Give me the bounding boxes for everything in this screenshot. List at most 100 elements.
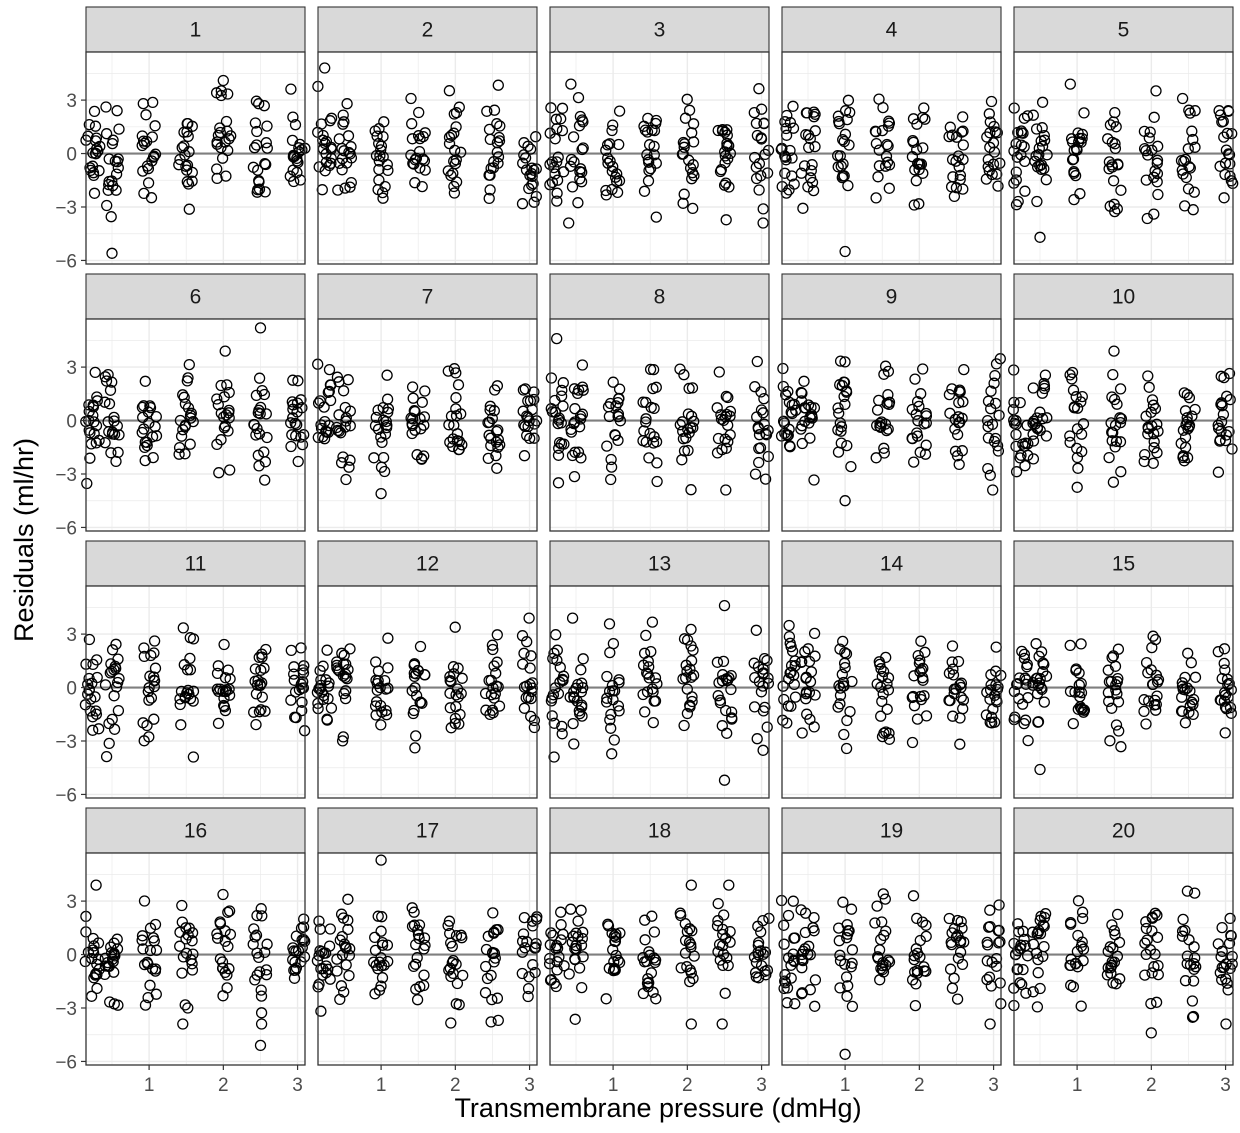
data-point <box>90 135 102 147</box>
data-point <box>839 398 851 411</box>
data-point <box>1110 684 1122 696</box>
data-point <box>643 661 655 673</box>
data-point <box>1141 934 1153 946</box>
data-point <box>1138 143 1151 155</box>
data-point <box>759 148 771 161</box>
data-point <box>344 181 356 193</box>
data-point <box>379 180 391 193</box>
data-point <box>254 966 266 978</box>
data-point <box>292 945 305 957</box>
data-point <box>450 176 463 188</box>
data-point <box>108 998 120 1010</box>
data-point <box>950 182 963 194</box>
data-point <box>800 693 812 705</box>
data-point <box>610 949 622 962</box>
data-point <box>687 202 699 215</box>
data-point <box>601 670 613 683</box>
data-point <box>87 711 99 723</box>
data-point <box>984 1018 996 1030</box>
data-point <box>218 422 231 434</box>
data-point <box>222 144 234 157</box>
data-point <box>875 681 887 693</box>
data-point <box>1106 161 1119 173</box>
data-point <box>1103 676 1116 688</box>
data-point <box>913 657 926 669</box>
data-point <box>339 671 352 684</box>
data-point <box>674 363 686 375</box>
data-point <box>295 642 307 654</box>
data-point <box>1147 399 1160 411</box>
panel-strip-label: 12 <box>416 553 439 576</box>
data-point <box>950 131 963 143</box>
data-point <box>139 441 151 454</box>
data-point <box>452 379 465 391</box>
panel-strip-label: 6 <box>190 286 202 309</box>
data-point <box>443 419 455 431</box>
data-point <box>375 925 387 937</box>
panel-strip <box>85 6 306 53</box>
data-point <box>290 930 303 942</box>
data-point <box>1145 406 1157 418</box>
data-point <box>1144 126 1156 138</box>
data-point <box>1068 193 1080 206</box>
data-point <box>612 700 625 712</box>
data-point <box>211 683 224 695</box>
data-point <box>805 666 818 678</box>
data-point <box>575 664 587 676</box>
data-point <box>778 693 790 706</box>
data-point <box>319 415 331 428</box>
data-point <box>450 392 462 404</box>
data-point <box>641 977 654 989</box>
data-point <box>1038 696 1050 708</box>
data-point <box>331 953 343 965</box>
data-point <box>296 704 308 717</box>
data-point <box>985 980 997 992</box>
data-point <box>572 915 584 927</box>
data-point <box>908 950 920 962</box>
data-point <box>1138 694 1150 706</box>
data-point <box>376 186 389 199</box>
data-point <box>958 363 970 376</box>
data-point <box>680 659 692 671</box>
data-point <box>1138 455 1150 468</box>
data-point <box>991 168 1003 180</box>
data-point <box>809 1000 821 1012</box>
data-point <box>604 155 616 167</box>
data-point <box>1146 641 1158 654</box>
data-point <box>376 706 388 718</box>
data-point <box>686 173 698 185</box>
data-point <box>214 683 226 695</box>
x-axis-title: Transmembrane pressure (dmHg) <box>454 1093 861 1123</box>
data-point <box>1226 127 1238 140</box>
data-point <box>253 183 266 195</box>
data-point <box>314 664 326 677</box>
data-point <box>419 385 431 397</box>
data-point <box>1027 986 1039 998</box>
panel-19: 191 2 3 <box>775 807 1007 1096</box>
data-point <box>457 969 469 982</box>
data-point <box>950 683 962 695</box>
data-point <box>295 394 307 406</box>
data-point <box>530 190 542 203</box>
data-point <box>799 402 812 414</box>
data-point <box>648 431 660 443</box>
data-point <box>1212 422 1225 434</box>
data-point <box>783 619 795 632</box>
data-point <box>106 137 119 150</box>
data-point <box>612 410 625 423</box>
data-point <box>1022 692 1034 704</box>
data-point <box>982 395 995 407</box>
panel-border <box>549 318 770 532</box>
data-point <box>325 112 338 124</box>
data-point <box>338 145 350 157</box>
data-point <box>981 939 994 951</box>
data-point <box>516 630 529 642</box>
data-point <box>186 935 198 947</box>
data-point <box>110 681 123 693</box>
data-point <box>1012 918 1024 930</box>
data-point <box>1187 133 1199 146</box>
data-point <box>148 635 161 647</box>
data-point <box>1017 963 1029 976</box>
data-point <box>223 412 235 424</box>
